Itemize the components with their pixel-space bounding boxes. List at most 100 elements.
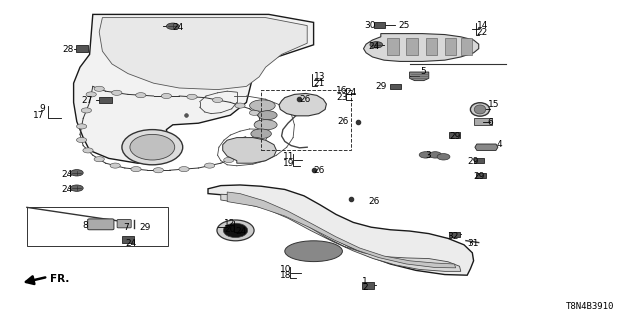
Text: 13: 13 xyxy=(314,72,325,81)
Circle shape xyxy=(83,148,93,153)
Polygon shape xyxy=(223,138,276,163)
Text: 5: 5 xyxy=(420,67,426,76)
Text: FR.: FR. xyxy=(50,274,69,284)
Circle shape xyxy=(70,185,83,191)
FancyBboxPatch shape xyxy=(117,220,131,228)
Ellipse shape xyxy=(122,130,183,165)
Text: 27: 27 xyxy=(81,96,93,105)
Text: 24: 24 xyxy=(368,42,380,51)
Polygon shape xyxy=(221,194,461,271)
FancyBboxPatch shape xyxy=(88,219,114,230)
Circle shape xyxy=(81,108,92,113)
Text: 4: 4 xyxy=(497,140,502,149)
Circle shape xyxy=(166,23,179,29)
Text: 10: 10 xyxy=(280,265,291,274)
Circle shape xyxy=(70,170,83,176)
Bar xyxy=(426,38,437,55)
Text: 32: 32 xyxy=(447,232,459,241)
Ellipse shape xyxy=(470,103,490,116)
Polygon shape xyxy=(364,34,479,61)
Bar xyxy=(99,97,112,103)
Text: 24: 24 xyxy=(346,88,357,97)
Circle shape xyxy=(154,168,164,173)
Circle shape xyxy=(77,138,87,143)
Text: 16: 16 xyxy=(336,86,348,95)
Ellipse shape xyxy=(223,223,248,237)
Text: 15: 15 xyxy=(488,100,499,109)
Polygon shape xyxy=(99,18,307,90)
Text: 25: 25 xyxy=(398,21,410,30)
Bar xyxy=(461,38,472,55)
Circle shape xyxy=(110,163,120,168)
Text: 3: 3 xyxy=(425,151,431,160)
Ellipse shape xyxy=(254,120,277,130)
Circle shape xyxy=(111,90,122,95)
Text: 26: 26 xyxy=(314,166,325,175)
Circle shape xyxy=(136,93,146,98)
Bar xyxy=(27,207,168,246)
Circle shape xyxy=(187,94,197,100)
Circle shape xyxy=(77,124,87,129)
Circle shape xyxy=(86,92,97,97)
Circle shape xyxy=(235,103,245,108)
Circle shape xyxy=(179,166,189,172)
Bar xyxy=(76,45,88,52)
Text: 7: 7 xyxy=(124,223,129,232)
Circle shape xyxy=(212,97,223,102)
Text: 18: 18 xyxy=(280,271,291,280)
Bar xyxy=(374,22,385,28)
Ellipse shape xyxy=(250,100,275,111)
Ellipse shape xyxy=(258,111,277,120)
Circle shape xyxy=(205,163,215,168)
Ellipse shape xyxy=(474,105,486,114)
Circle shape xyxy=(255,121,265,126)
Text: 20: 20 xyxy=(224,225,236,234)
Circle shape xyxy=(253,132,264,138)
Text: 24: 24 xyxy=(173,23,184,32)
Bar xyxy=(406,38,418,55)
Text: 26: 26 xyxy=(300,95,311,104)
Bar xyxy=(449,132,460,138)
Bar xyxy=(122,236,134,243)
Text: 19: 19 xyxy=(283,159,294,168)
Ellipse shape xyxy=(251,129,271,139)
Text: 24: 24 xyxy=(61,185,72,194)
Circle shape xyxy=(250,110,260,116)
Text: 17: 17 xyxy=(33,111,45,120)
Text: 24: 24 xyxy=(61,170,72,179)
Ellipse shape xyxy=(285,241,342,262)
Polygon shape xyxy=(208,185,474,275)
Text: 1: 1 xyxy=(362,277,368,286)
Ellipse shape xyxy=(238,143,255,151)
Circle shape xyxy=(437,154,450,160)
Polygon shape xyxy=(227,192,456,268)
Text: 21: 21 xyxy=(314,79,325,88)
Text: 29: 29 xyxy=(449,132,461,140)
Circle shape xyxy=(94,86,104,92)
Circle shape xyxy=(131,166,141,172)
Text: 22: 22 xyxy=(477,28,488,36)
Text: 11: 11 xyxy=(283,152,294,161)
Text: 29: 29 xyxy=(467,157,479,166)
Circle shape xyxy=(161,93,172,99)
Polygon shape xyxy=(410,72,429,81)
Polygon shape xyxy=(74,14,314,163)
Ellipse shape xyxy=(130,134,175,160)
Bar xyxy=(445,38,456,55)
Text: 29: 29 xyxy=(474,172,485,180)
Text: 29: 29 xyxy=(376,82,387,91)
Ellipse shape xyxy=(246,137,264,146)
Polygon shape xyxy=(279,93,326,116)
Text: 28: 28 xyxy=(62,45,74,54)
Text: 14: 14 xyxy=(477,21,488,30)
Text: 24: 24 xyxy=(236,227,247,236)
Bar xyxy=(474,118,492,125)
Text: 8: 8 xyxy=(82,221,88,230)
Circle shape xyxy=(370,42,383,48)
Text: 9: 9 xyxy=(39,104,45,113)
Text: 12: 12 xyxy=(224,219,236,228)
Polygon shape xyxy=(475,144,498,150)
Ellipse shape xyxy=(217,220,254,241)
Text: 2: 2 xyxy=(362,284,368,292)
Circle shape xyxy=(94,157,104,162)
